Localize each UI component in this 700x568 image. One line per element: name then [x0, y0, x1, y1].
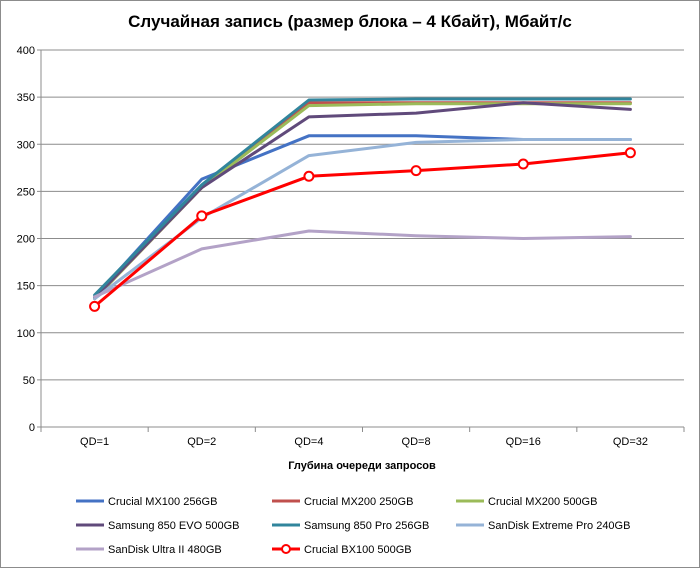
y-tick-label: 400 [17, 45, 35, 57]
legend-item: SanDisk Extreme Pro 240GB [456, 520, 630, 532]
series-7 [93, 229, 632, 299]
y-tick-label: 50 [23, 375, 35, 387]
data-point [196, 210, 208, 222]
legend-label: Crucial MX200 500GB [488, 496, 597, 508]
data-point [624, 147, 636, 159]
chart-title: Случайная запись (размер блока – 4 Кбайт… [128, 12, 572, 31]
legend-label: Crucial MX100 256GB [108, 496, 217, 508]
legend-item: Crucial MX200 500GB [456, 496, 597, 508]
series-line [93, 138, 632, 301]
data-point [89, 300, 101, 312]
x-tick-label: QD=2 [187, 436, 216, 448]
x-axis-label: Глубина очереди запросов [288, 460, 436, 472]
data-point [517, 158, 529, 170]
series-6 [93, 138, 632, 301]
legend-label: Samsung 850 Pro 256GB [304, 520, 429, 532]
series-line [93, 101, 632, 301]
series-line [93, 229, 632, 299]
grid-lines [41, 49, 684, 381]
x-tick-label: QD=8 [402, 436, 431, 448]
legend-item: Crucial BX100 500GB [272, 544, 412, 556]
series-line [93, 97, 632, 297]
y-axis-ticks: 0 50 100 150 200 250 300 350 400 [17, 45, 41, 434]
series-3 [93, 102, 632, 301]
legend-item: Samsung 850 EVO 500GB [76, 520, 239, 532]
series-4 [93, 101, 632, 300]
y-tick-label: 300 [17, 139, 35, 151]
legend-label: SanDisk Ultra II 480GB [108, 544, 222, 556]
y-tick-label: 100 [17, 328, 35, 340]
legend: Crucial MX100 256GB Crucial MX200 250GB Cr… [76, 496, 630, 556]
series-8 [89, 147, 636, 312]
legend-label: Crucial BX100 500GB [304, 544, 412, 556]
y-tick-label: 350 [17, 92, 35, 104]
y-tick-label: 0 [29, 422, 35, 434]
x-tick-label: QD=4 [294, 436, 323, 448]
legend-item: Samsung 850 Pro 256GB [272, 520, 429, 532]
legend-label: Crucial MX200 250GB [304, 496, 413, 508]
data-point [410, 165, 422, 177]
legend-item: SanDisk Ultra II 480GB [76, 544, 222, 556]
y-tick-label: 150 [17, 281, 35, 293]
legend-marker [281, 544, 291, 554]
legend-label: SanDisk Extreme Pro 240GB [488, 520, 630, 532]
series-line [93, 102, 632, 301]
y-tick-label: 250 [17, 186, 35, 198]
series-line [93, 151, 632, 308]
legend-item: Crucial MX200 250GB [272, 496, 413, 508]
series-2 [93, 101, 632, 301]
series-5 [93, 97, 632, 297]
legend-item: Crucial MX100 256GB [76, 496, 217, 508]
x-tick-label: QD=16 [506, 436, 541, 448]
data-point [303, 170, 315, 182]
legend-label: Samsung 850 EVO 500GB [108, 520, 239, 532]
x-tick-label: QD=1 [80, 436, 109, 448]
x-tick-label: QD=32 [613, 436, 648, 448]
y-tick-label: 200 [17, 234, 35, 246]
series-line [93, 101, 632, 300]
series-group [89, 97, 636, 312]
x-axis-ticks: QD=1 QD=2 QD=4 QD=8 QD=16 QD=32 [40, 427, 685, 448]
axes [40, 50, 684, 428]
